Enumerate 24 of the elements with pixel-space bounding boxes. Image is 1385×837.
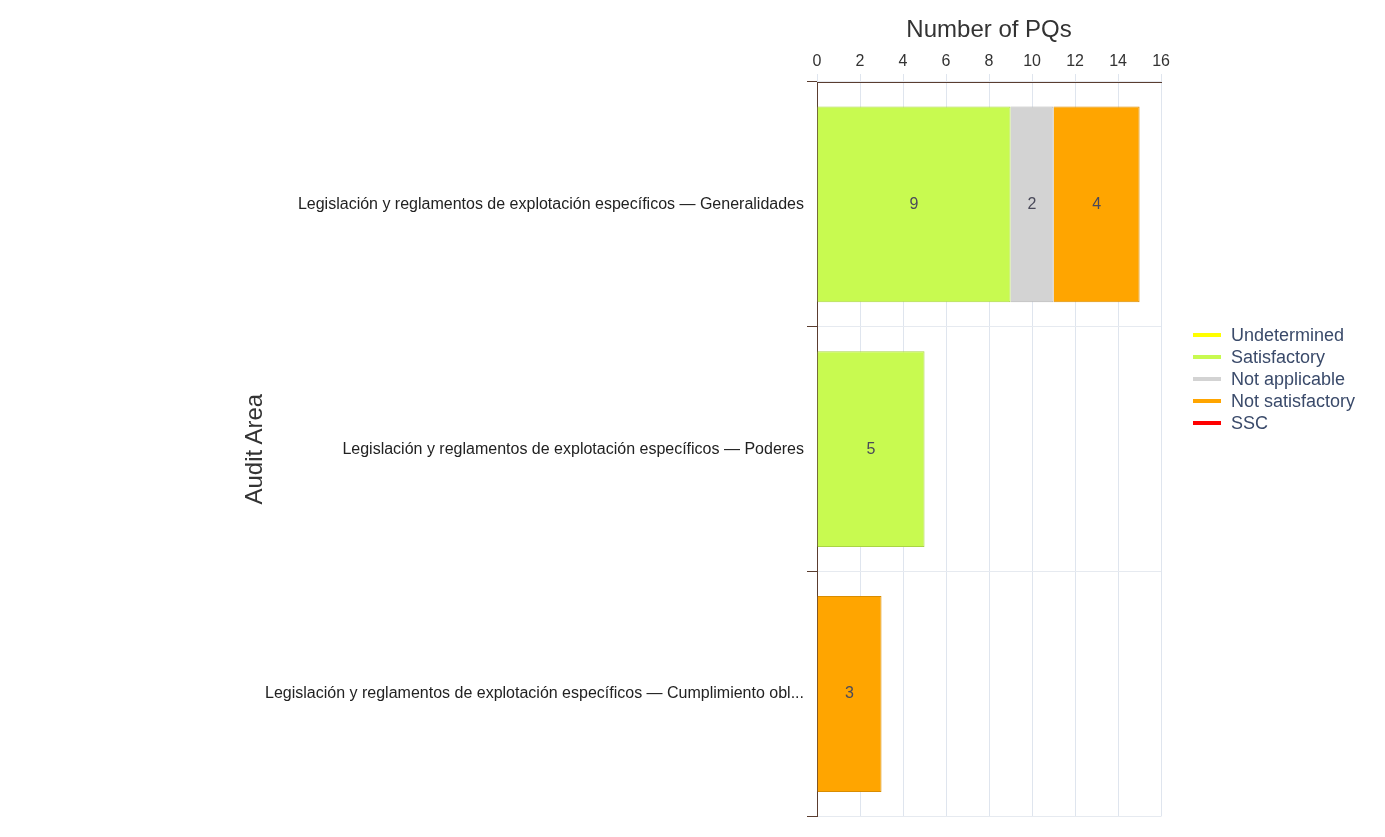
x-tick-label: 8 <box>984 51 994 69</box>
legend-label: SSC <box>1231 412 1269 434</box>
legend-label: Undetermined <box>1231 324 1345 346</box>
y-axis-title: Audit Area <box>240 393 268 505</box>
x-tick-label: 0 <box>812 51 822 69</box>
x-tick-label: 10 <box>1023 51 1042 69</box>
data-label: 9 <box>909 194 919 212</box>
data-label: 2 <box>1027 194 1037 212</box>
data-label: 4 <box>1092 194 1102 212</box>
legend-label: Satisfactory <box>1231 346 1326 368</box>
x-tick-label: 12 <box>1066 51 1085 69</box>
x-tick-label: 2 <box>855 51 865 69</box>
x-tick-label: 6 <box>941 51 951 69</box>
legend-label: Not applicable <box>1231 368 1346 390</box>
y-tick-label: Legislación y reglamentos de explotación específicos — Cumplimiento obl... <box>265 684 804 702</box>
y-tick-label: Legislación y reglamentos de explotación específicos — Generalidades <box>297 194 804 212</box>
y-tick-label: Legislación y reglamentos de explotación específicos — Poderes <box>342 439 804 457</box>
x-axis-title: Number of PQs <box>906 15 1072 43</box>
data-label: 3 <box>845 684 855 702</box>
x-tick-label: 16 <box>1152 51 1171 69</box>
x-tick-label: 4 <box>898 51 908 69</box>
legend-label: Not satisfactory <box>1231 390 1356 412</box>
x-tick-label: 14 <box>1109 51 1128 69</box>
data-label: 5 <box>866 439 876 457</box>
